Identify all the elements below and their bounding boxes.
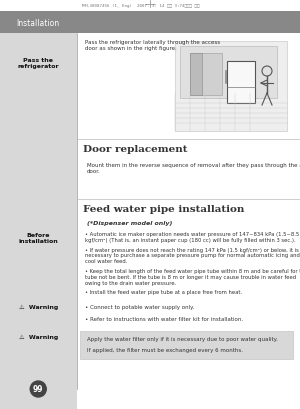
FancyBboxPatch shape xyxy=(0,34,76,409)
Text: • Automatic ice maker operation needs water pressure of 147~834 kPa (1.5~8.5
kgf: • Automatic ice maker operation needs wa… xyxy=(85,231,299,242)
Text: • Connect to potable water supply only.: • Connect to potable water supply only. xyxy=(85,304,194,309)
Text: ⚠  Warning: ⚠ Warning xyxy=(19,304,58,310)
Text: Pass the
refrigerator: Pass the refrigerator xyxy=(17,58,59,69)
Text: Feed water pipe installation: Feed water pipe installation xyxy=(82,204,244,213)
FancyBboxPatch shape xyxy=(190,54,222,96)
Text: • Install the feed water pipe tube at a place free from heat.: • Install the feed water pipe tube at a … xyxy=(85,290,242,294)
Text: (*Dispenser model only): (*Dispenser model only) xyxy=(86,220,172,225)
Text: • Refer to instructions with water filter kit for installation.: • Refer to instructions with water filte… xyxy=(85,316,243,321)
Text: • Keep the total length of the feed water pipe tube within 8 m and be careful fo: • Keep the total length of the feed wate… xyxy=(85,268,300,285)
Text: Door replacement: Door replacement xyxy=(82,145,187,154)
FancyBboxPatch shape xyxy=(175,42,287,132)
Text: Before
installation: Before installation xyxy=(18,232,58,243)
Text: Mount them in the reverse sequence of removal after they pass through the access: Mount them in the reverse sequence of re… xyxy=(86,163,300,173)
Text: MFL38087456 (1_ Eng)  2007. 3. 14 오후 3:74페이지 제소: MFL38087456 (1_ Eng) 2007. 3. 14 오후 3:74… xyxy=(82,4,199,8)
FancyBboxPatch shape xyxy=(80,331,293,359)
FancyBboxPatch shape xyxy=(180,47,277,99)
Text: • If water pressure does not reach the rating 147 kPa (1.5 kgf/cm²) or below, it: • If water pressure does not reach the r… xyxy=(85,247,299,263)
FancyBboxPatch shape xyxy=(190,54,202,96)
FancyBboxPatch shape xyxy=(227,62,255,104)
Text: Installation: Installation xyxy=(17,18,60,27)
Circle shape xyxy=(30,381,46,397)
Text: 99: 99 xyxy=(33,384,44,393)
Text: ⚠  Warning: ⚠ Warning xyxy=(19,334,58,339)
Text: Apply the water filter only if it is necessary due to poor water quality.: Apply the water filter only if it is nec… xyxy=(86,336,278,341)
Text: If applied, the filter must be exchanged every 6 months.: If applied, the filter must be exchanged… xyxy=(86,347,242,352)
Text: Pass the refrigerator laterally through the access
door as shown in the right fi: Pass the refrigerator laterally through … xyxy=(85,40,220,51)
FancyBboxPatch shape xyxy=(0,12,300,34)
